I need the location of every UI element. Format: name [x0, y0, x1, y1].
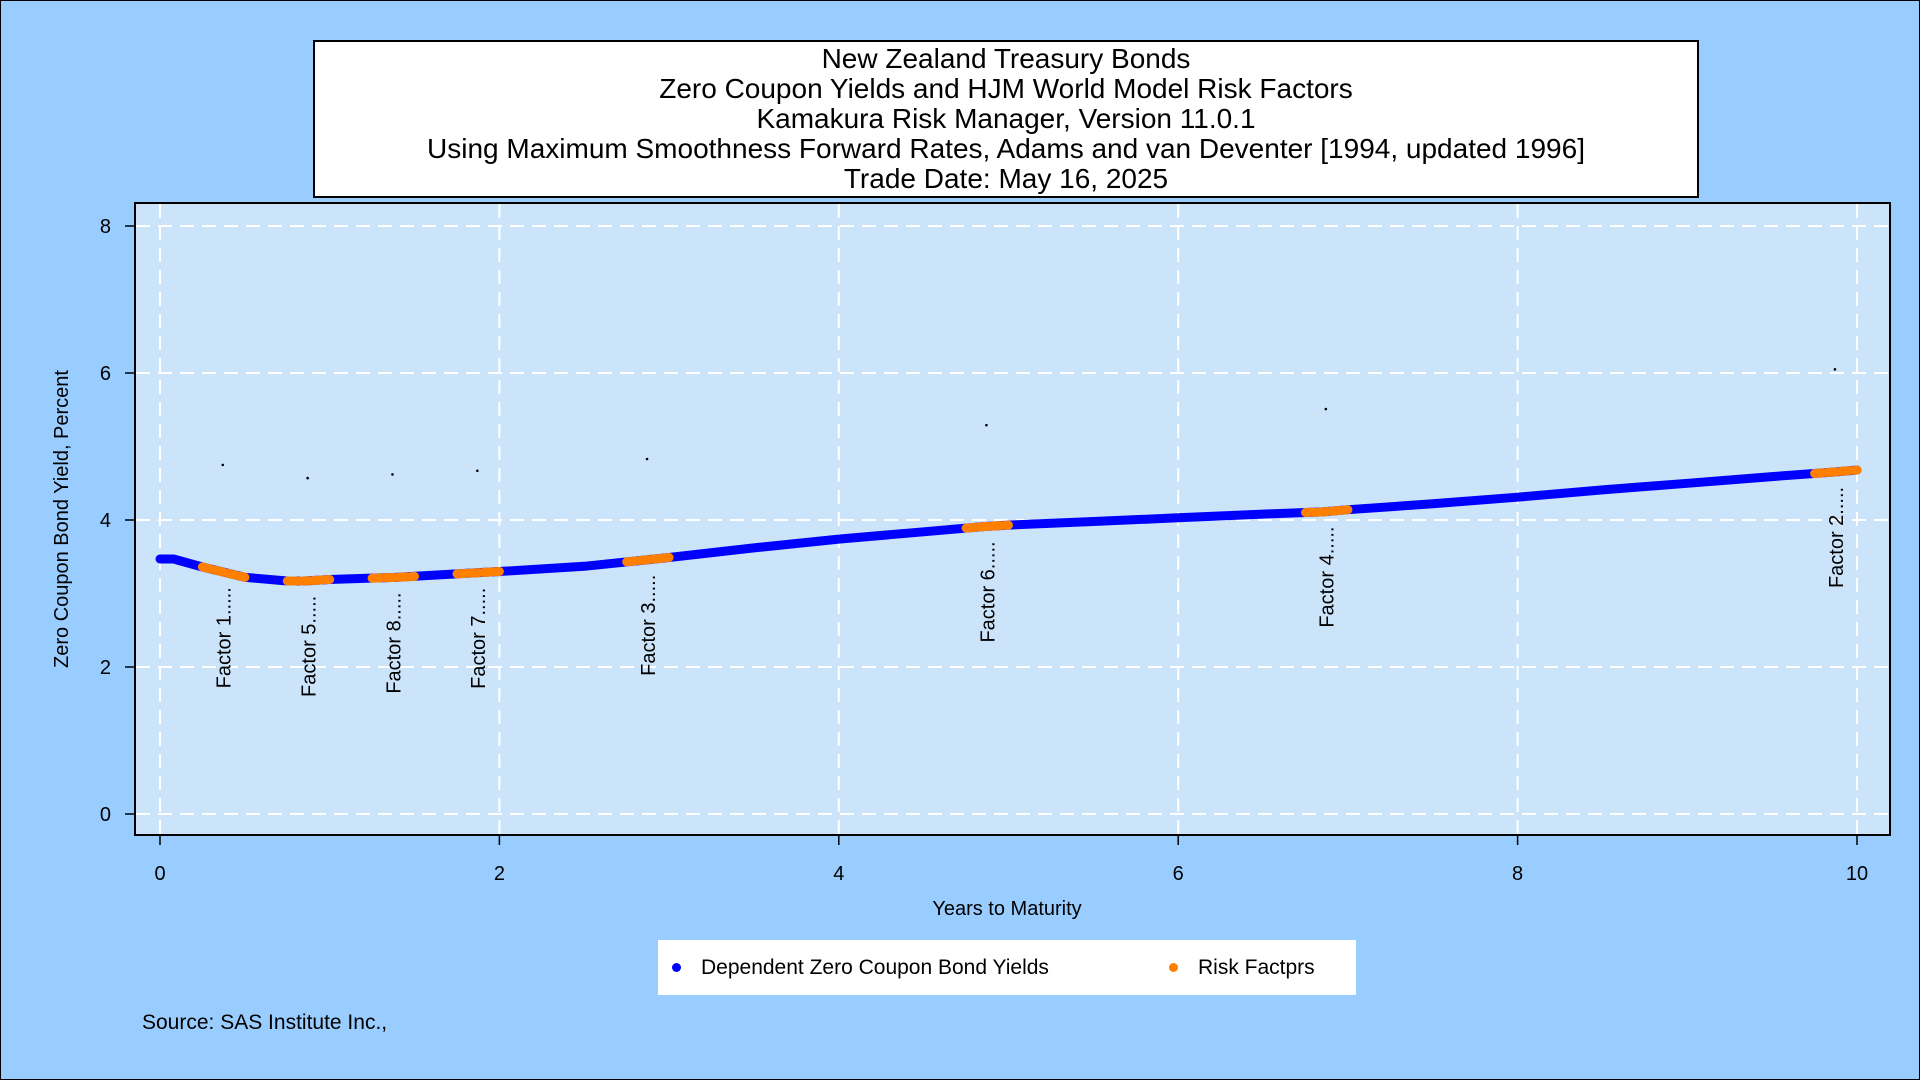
risk-factor-segment	[282, 575, 335, 586]
legend-item-yields: Dependent Zero Coupon Bond Yields	[672, 940, 1049, 995]
source-note: Source: SAS Institute Inc.,	[142, 1011, 388, 1034]
risk-factor-label: Factor 4.....	[1317, 527, 1339, 628]
risk-factor-label: Factor 1.....	[214, 587, 236, 688]
x-tick-label: 0	[154, 863, 165, 885]
risk-factor-marker	[985, 423, 988, 427]
title-line-4: Using Maximum Smoothness Forward Rates, …	[427, 133, 1585, 164]
title-line-2: Zero Coupon Yields and HJM World Model R…	[659, 73, 1353, 104]
risk-factor-marker	[391, 473, 394, 476]
title-line-3: Kamakura Risk Manager, Version 11.0.1	[756, 103, 1256, 134]
legend-swatch-yields	[672, 963, 681, 972]
chart-title-box: New Zealand Treasury Bonds Zero Coupon Y…	[313, 40, 1699, 198]
y-tick-label: 4	[100, 510, 111, 532]
risk-factor-segment	[961, 520, 1013, 533]
risk-factor-segment	[1301, 505, 1353, 517]
risk-factor-marker	[1324, 407, 1328, 411]
plot-area	[134, 202, 1891, 836]
risk-factor-label: Factor 2.....	[1826, 487, 1848, 588]
risk-factor-segment	[197, 562, 250, 582]
risk-factor-marker	[476, 469, 479, 473]
risk-factor-marker	[221, 463, 225, 467]
chart-legend: Dependent Zero Coupon Bond Yields Risk F…	[658, 940, 1356, 995]
risk-factor-segment	[1810, 465, 1862, 478]
x-tick-label: 4	[833, 863, 844, 885]
risk-factor-label: Factor 5.....	[299, 596, 321, 697]
y-tick-label: 2	[100, 657, 111, 679]
risk-factor-label: Factor 8.....	[383, 593, 405, 694]
y-tick-label: 8	[100, 216, 111, 238]
x-tick-label: 10	[1846, 863, 1868, 885]
y-tick-label: 0	[100, 804, 111, 826]
y-tick-label: 6	[100, 363, 111, 385]
risk-factor-label: Factor 7.....	[468, 588, 490, 689]
title-line-5: Trade Date: May 16, 2025	[843, 163, 1169, 194]
risk-factor-segment	[367, 571, 419, 583]
risk-factor-segment	[452, 567, 504, 579]
x-tick-label: 2	[494, 863, 505, 885]
x-tick-label: 6	[1173, 863, 1184, 885]
legend-label-yields: Dependent Zero Coupon Bond Yields	[701, 955, 1049, 979]
y-axis-label: Zero Coupon Bond Yield, Percent	[51, 370, 73, 668]
x-axis-label: Years to Maturity	[932, 898, 1081, 920]
title-line-1: New Zealand Treasury Bonds	[821, 43, 1191, 74]
legend-label-risk-factors: Risk Factprs	[1198, 955, 1315, 979]
risk-factor-label: Factor 6.....	[977, 541, 999, 642]
risk-factor-label: Factor 3.....	[638, 575, 660, 676]
risk-factor-marker	[645, 457, 649, 461]
risk-factor-marker	[1833, 368, 1837, 371]
x-tick-label: 8	[1512, 863, 1523, 885]
risk-factor-segment	[622, 553, 674, 567]
legend-swatch-risk-factors	[1169, 963, 1178, 972]
risk-factor-marker	[306, 476, 309, 480]
legend-item-risk-factors: Risk Factprs	[1169, 940, 1315, 995]
